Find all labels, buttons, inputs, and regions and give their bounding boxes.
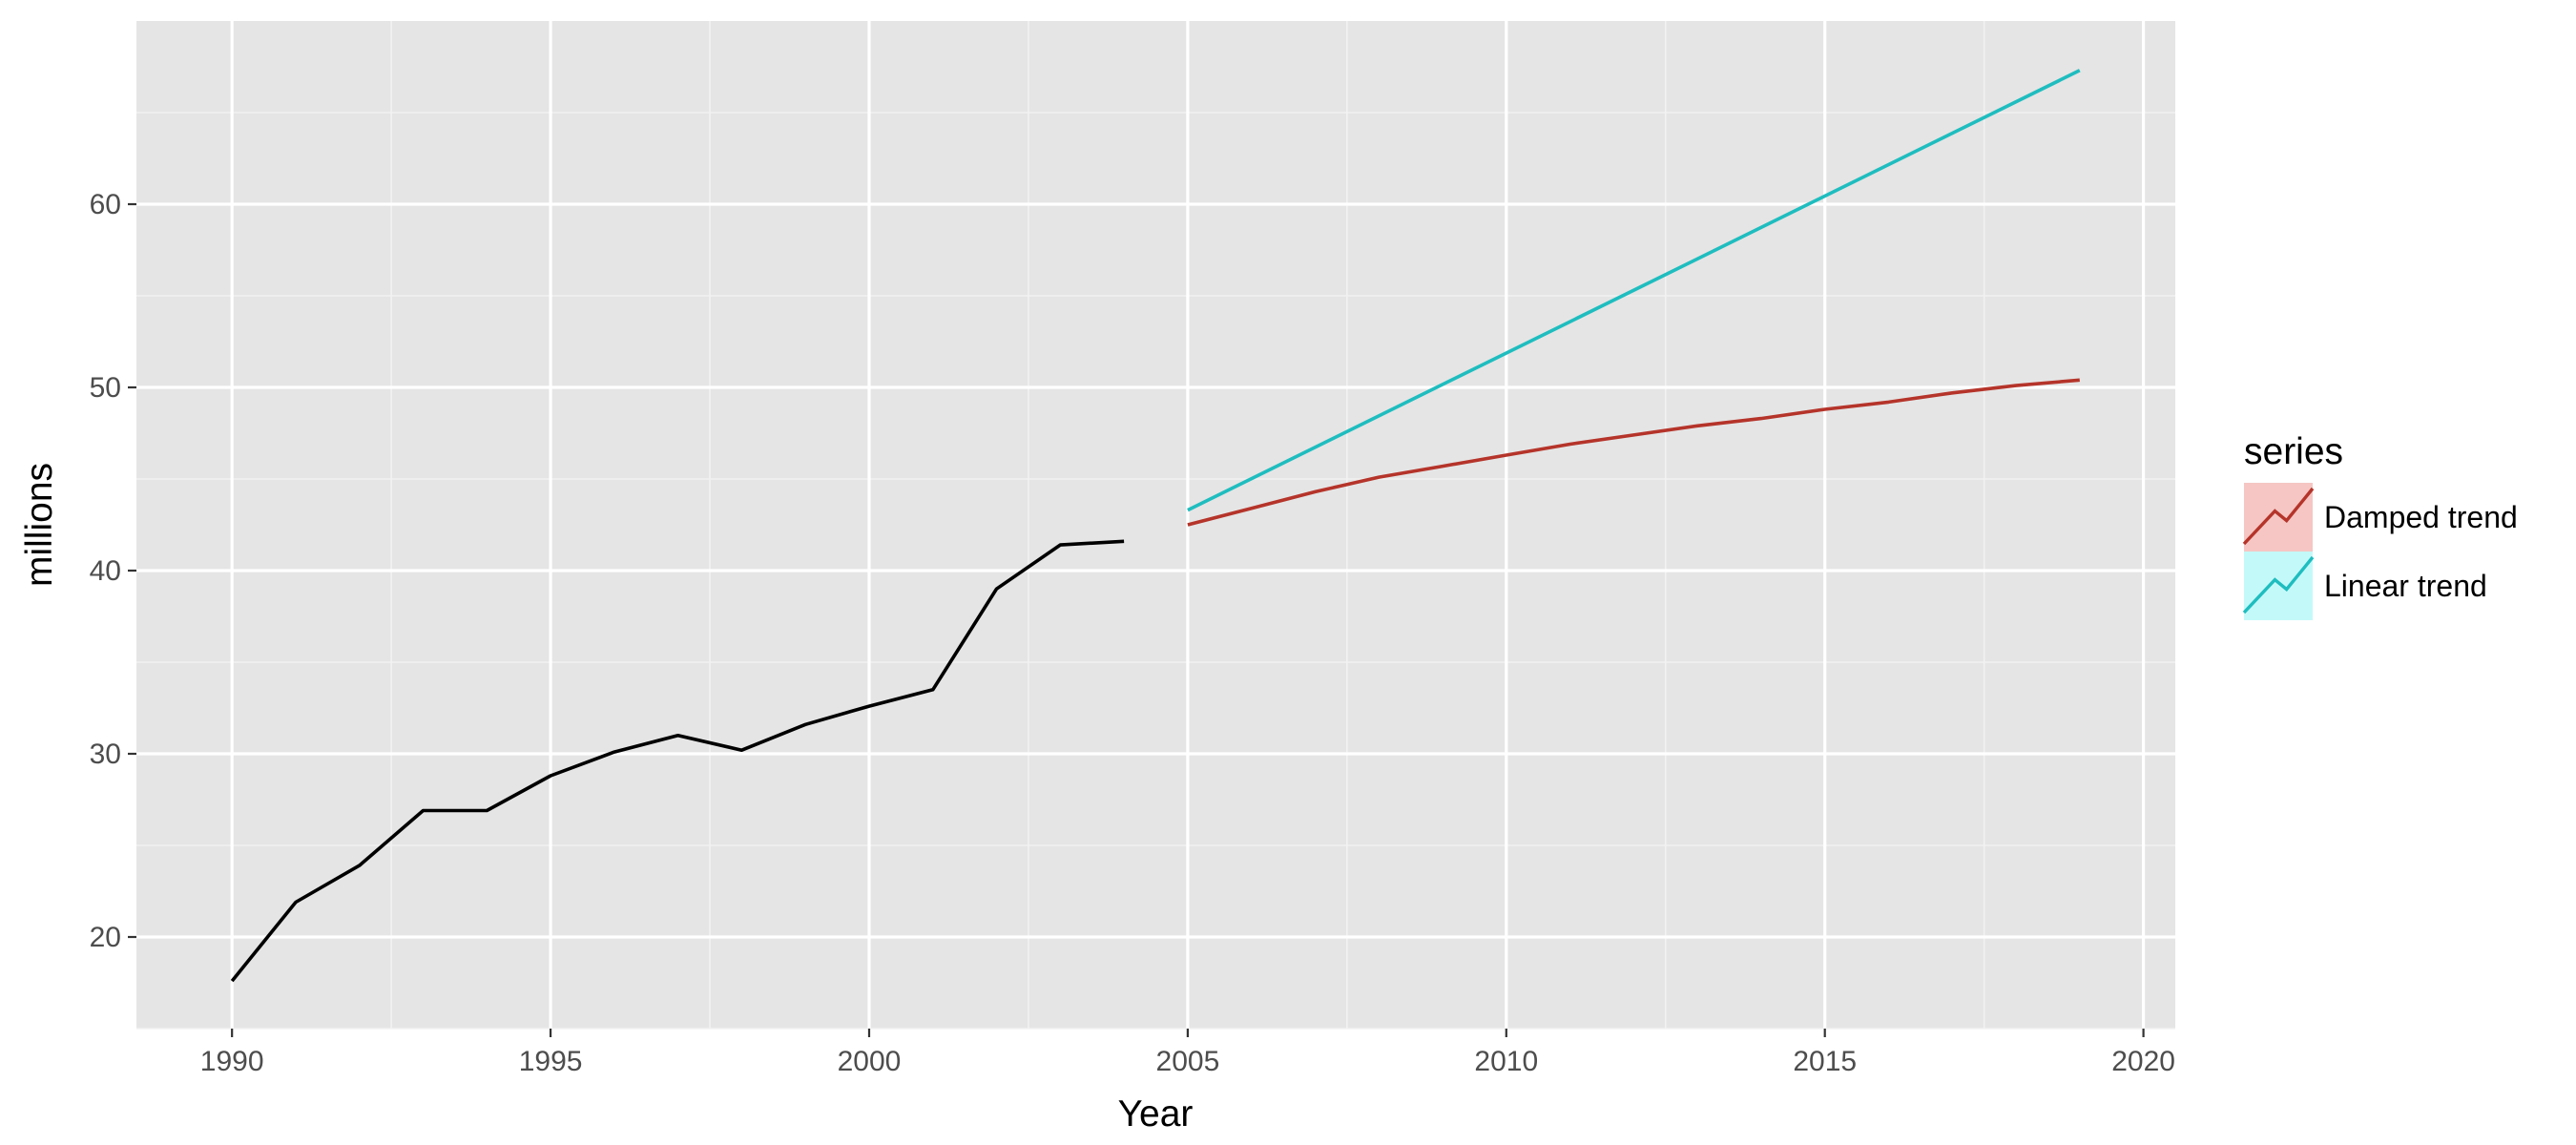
legend-swatch-linear-trend [2242,555,2315,614]
legend-key-linear-trend [2244,552,2313,620]
x-tick-label: 2010 [1474,1046,1538,1077]
y-tick-label: 40 [90,555,121,587]
legend-title: series [2244,431,2343,472]
x-tick-label: 1995 [519,1046,583,1077]
series-line-damped-trend [1187,378,2080,527]
plot-panel [136,21,2175,1029]
y-axis-title: millions [19,463,60,587]
series-line-linear-trend [1187,69,2081,512]
grid-minor [136,21,2175,1030]
axis-ticks [128,202,2145,1037]
grid-major [136,21,2175,1029]
series-lines [230,69,2081,983]
y-tick-label: 30 [90,739,121,770]
legend-label-linear-trend: Linear trend [2324,569,2487,603]
x-tick-label: 2015 [1793,1046,1857,1077]
x-tick-label: 2000 [838,1046,902,1077]
x-tick-label: 1990 [200,1046,264,1077]
y-tick-label: 60 [90,189,121,220]
y-tick-label: 50 [90,372,121,404]
y-tick-label: 20 [90,922,121,953]
legend-label-damped-trend: Damped trend [2324,500,2518,534]
x-axis-title: Year [1118,1093,1194,1135]
legend-key-damped-trend [2244,483,2313,552]
history-line [230,539,1125,983]
legend: series Damped trend Linear trend [2242,431,2518,620]
legend-swatch-damped-trend [2242,487,2315,546]
x-tick-label: 2020 [2111,1046,2175,1077]
x-tick-label: 2005 [1156,1046,1220,1077]
